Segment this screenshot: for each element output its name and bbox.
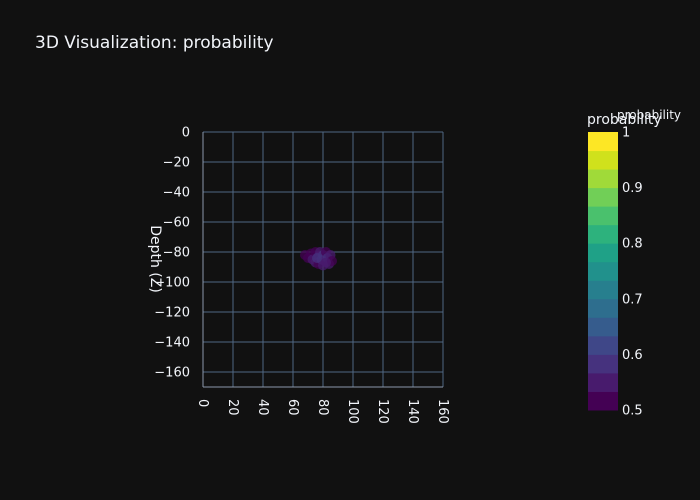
colorbar-segment (588, 132, 618, 152)
x-tick-label: 140 (405, 399, 420, 424)
y-tick-label: −120 (154, 306, 190, 321)
colorbar-segment (588, 261, 618, 281)
y-tick-label: −40 (163, 186, 190, 201)
colorbar-tick-label: 1 (622, 126, 630, 141)
colorbar-segment (588, 187, 618, 207)
colorbar-segment (588, 391, 618, 411)
x-tick-label: 0 (195, 399, 210, 407)
y-tick-labels: 0 −20 −40 −60 −80 −100 −120 −140 −160 (154, 126, 190, 381)
colorbar-overlay-title: probability (617, 108, 681, 122)
y-tick-label: −100 (154, 276, 190, 291)
y-tick-label: −80 (163, 246, 190, 261)
colorbar-segment (588, 280, 618, 300)
x-tick-label: 20 (225, 399, 240, 416)
colorbar-tick-label: 0.7 (622, 292, 643, 307)
colorbar-title: probability (587, 112, 662, 128)
colorbar-segment (588, 354, 618, 374)
y-tick-label: −140 (154, 336, 190, 351)
x-tick-label: 100 (345, 399, 360, 424)
data-point (321, 257, 331, 268)
x-tick-label: 160 (435, 399, 450, 424)
colorbar-tick-label: 0.5 (622, 404, 643, 419)
colorbar-segment (588, 372, 618, 392)
colorbar-segment (588, 243, 618, 263)
y-tick-label: −160 (154, 366, 190, 381)
x-tick-label: 60 (285, 399, 300, 416)
colorbar-segment (588, 317, 618, 337)
grid-lines (202, 131, 444, 388)
chart-title: 3D Visualization: probability (35, 33, 274, 53)
colorbar-tick-labels: 1 0.9 0.8 0.7 0.6 0.5 (622, 126, 643, 419)
x-tick-label: 120 (375, 399, 390, 424)
y-tick-label: 0 (182, 126, 190, 141)
x-tick-label: 80 (315, 399, 330, 416)
colorbar-tick-label: 0.9 (622, 181, 643, 196)
x-tick-labels: 0 20 40 60 80 100 120 140 160 (195, 399, 450, 424)
colorbar-segment (588, 298, 618, 318)
data-point (312, 253, 322, 263)
x-tick-label: 40 (255, 399, 270, 416)
colorbar-tick-label: 0.8 (622, 237, 643, 252)
colorbar-segment (588, 224, 618, 244)
y-tick-label: −60 (163, 216, 190, 231)
colorbar-segment (588, 169, 618, 189)
colorbar-segment (588, 206, 618, 226)
y-tick-label: −20 (163, 156, 190, 171)
colorbar-segment (588, 335, 618, 355)
y-axis-label: Depth (Z) (147, 225, 163, 293)
colorbar-segment (588, 150, 618, 170)
colorbar-tick-label: 0.6 (622, 348, 643, 363)
colorbar (588, 132, 618, 411)
data-points (300, 247, 337, 271)
